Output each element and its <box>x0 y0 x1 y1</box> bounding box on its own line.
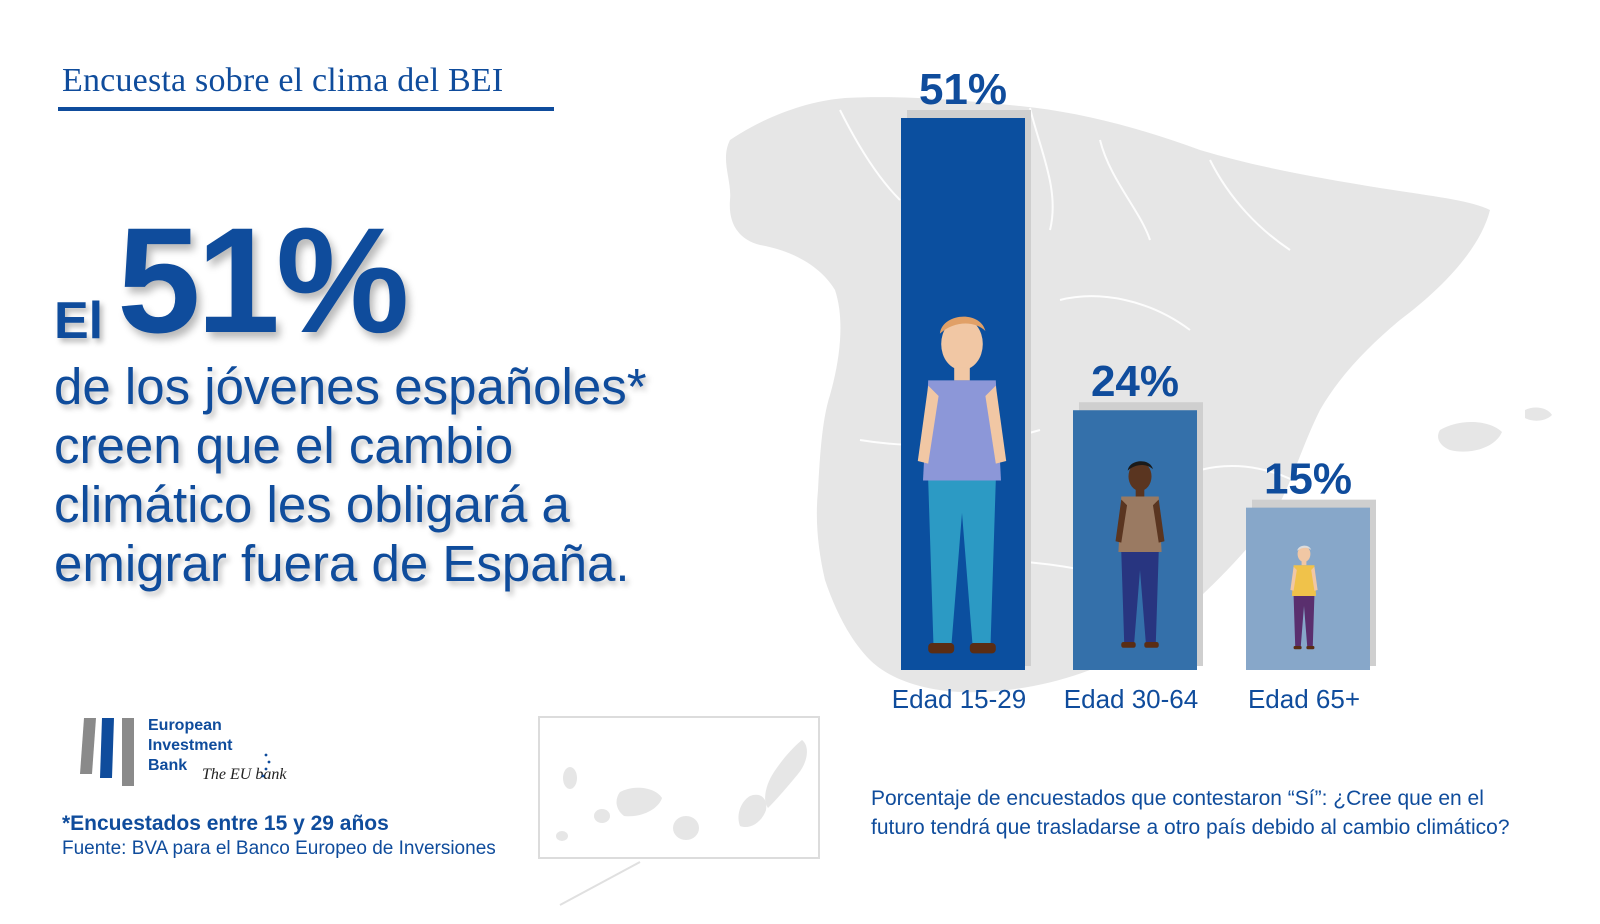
adult-person-illustration <box>1115 461 1165 648</box>
headline-body: de los jóvenes españoles* creen que el c… <box>54 357 794 593</box>
bar-value-label: 24% <box>1091 357 1179 406</box>
logo-line: Investment <box>148 737 233 754</box>
eib-logo: European Investment Bank The EU bank <box>78 716 318 796</box>
canary-islands-map <box>556 740 807 841</box>
footnote: *Encuestados entre 15 y 29 años <box>62 812 389 835</box>
eib-logo-text: European Investment Bank <box>148 716 232 776</box>
category-label: Edad 30-64 <box>1064 684 1198 714</box>
title-underline <box>58 107 554 111</box>
source-note: Fuente: BVA para el Banco Europeo de Inv… <box>62 838 496 859</box>
eib-logo-tagline: The EU bank <box>202 766 287 783</box>
category-label: Edad 15-29 <box>892 684 1026 714</box>
canary-islands-inset <box>538 716 820 859</box>
bar-value-label: 15% <box>1264 455 1352 504</box>
headline-prefix: El <box>54 292 104 350</box>
senior-person-illustration <box>1290 545 1318 650</box>
balearic-island-small <box>1525 407 1552 421</box>
category-label: Edad 65+ <box>1248 684 1360 714</box>
headline-line: climático les obligará a <box>54 476 570 533</box>
survey-question: Porcentaje de encuestados que contestaro… <box>871 787 1510 839</box>
eu-stars-icon <box>261 753 271 778</box>
logo-line: Bank <box>148 757 188 774</box>
balearic-island <box>1438 421 1502 452</box>
headline-big-value: 51% <box>117 196 409 364</box>
bar-value-label: 51% <box>919 65 1007 114</box>
logo-line: European <box>148 717 222 734</box>
headline-line: emigrar fuera de España. <box>54 535 630 592</box>
headline-line: creen que el cambio <box>54 417 514 474</box>
survey-title: Encuesta sobre el clima del BEI <box>62 62 504 99</box>
young-person-illustration <box>917 316 1007 654</box>
eib-logo-bars-icon <box>80 718 134 786</box>
headline-line: de los jóvenes españoles* <box>54 358 647 415</box>
headline-top: El 51% <box>54 200 794 355</box>
headline: El 51% de los jóvenes españoles* creen q… <box>54 200 794 593</box>
